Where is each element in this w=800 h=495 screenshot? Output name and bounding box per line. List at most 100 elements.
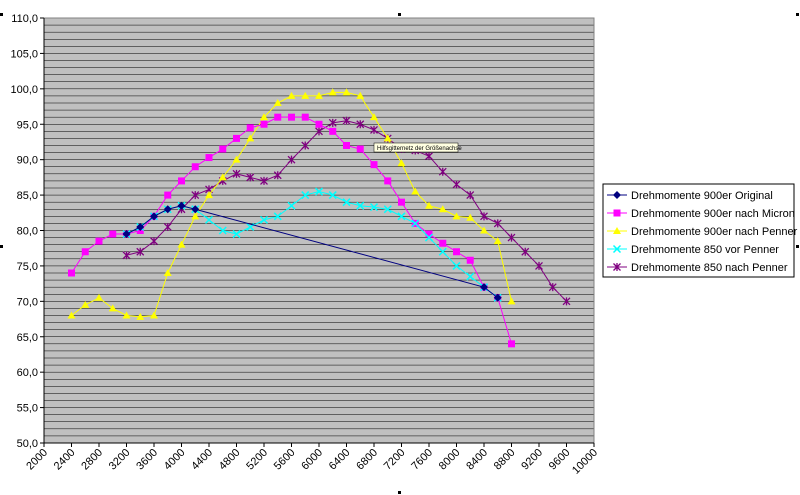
x-tick-labels: 2000 2400 2800 3200 3600 4000 4400 4800 5200 5600…	[24, 443, 600, 477]
data-point	[136, 247, 145, 256]
y-tick-label: 100,0	[10, 84, 38, 96]
data-point	[150, 237, 158, 246]
x-tick-label: 6800	[354, 447, 380, 473]
data-point	[397, 159, 406, 167]
handle-mid-left	[0, 245, 3, 248]
x-tick-label: 7200	[382, 447, 408, 473]
data-point	[493, 219, 502, 228]
data-point	[466, 213, 475, 221]
series-1	[122, 201, 502, 302]
data-point	[177, 201, 186, 210]
y-tick-label: 60,0	[17, 367, 38, 379]
x-tick-label: 8000	[437, 447, 463, 473]
data-point	[205, 154, 213, 162]
data-point	[301, 191, 310, 200]
y-tick-label: 85,0	[17, 190, 38, 202]
data-point	[163, 205, 172, 214]
data-point	[95, 237, 103, 245]
legend-marker	[612, 244, 622, 254]
handle-top-right	[796, 13, 799, 16]
data-point	[480, 212, 488, 221]
data-point	[356, 120, 365, 129]
data-point	[438, 205, 447, 213]
data-point	[218, 226, 227, 235]
x-tick-label: 4000	[162, 447, 188, 473]
data-point	[81, 248, 89, 256]
data-point	[424, 233, 434, 242]
data-point	[191, 191, 200, 200]
y-tick-label: 70,0	[17, 296, 38, 308]
data-point	[150, 311, 158, 319]
data-point	[164, 191, 172, 199]
data-point	[136, 222, 145, 231]
x-tick-label: 4400	[189, 447, 215, 473]
data-point	[122, 251, 131, 260]
handle-top-mid	[398, 13, 401, 16]
data-point	[343, 142, 350, 149]
data-point	[273, 171, 282, 180]
data-point	[521, 247, 530, 256]
x-tick-label: 5200	[244, 447, 270, 473]
data-point	[480, 226, 488, 234]
data-point	[356, 91, 365, 99]
data-point	[493, 293, 502, 302]
data-point	[122, 230, 131, 239]
data-point	[356, 145, 364, 153]
data-point	[287, 155, 296, 164]
x-tick-label: 2800	[79, 447, 105, 473]
data-point	[315, 120, 323, 128]
data-point	[342, 88, 351, 96]
data-point	[438, 167, 447, 176]
x-tick-label: 8400	[464, 447, 490, 473]
data-point	[260, 120, 268, 128]
data-point	[328, 118, 337, 127]
data-point	[314, 187, 324, 196]
y-tick-label: 80,0	[17, 226, 38, 238]
data-point	[81, 300, 90, 308]
legend-marker	[613, 191, 621, 199]
data-point	[274, 113, 282, 121]
legend-entry: Drehmomente 900er nach Penner	[631, 226, 798, 238]
data-point	[411, 187, 420, 195]
data-point	[109, 230, 117, 238]
gridline-tooltip: Hilfsgitternetz der Größenachse	[373, 142, 462, 153]
legend-entry: Drehmomente 850 vor Penner	[631, 244, 779, 256]
data-point	[507, 233, 516, 242]
data-point	[342, 198, 351, 207]
data-point	[383, 134, 392, 142]
tooltip-label: Hilfsgitternetz der Größenachse	[377, 146, 462, 152]
data-point	[466, 191, 475, 200]
data-point	[508, 340, 515, 348]
y-tick-label: 90,0	[17, 155, 38, 167]
data-point	[218, 173, 227, 181]
x-tick-label: 3600	[134, 447, 160, 473]
data-point	[191, 212, 200, 220]
y-tick-label: 65,0	[17, 332, 38, 344]
data-point	[68, 269, 75, 277]
data-point	[328, 191, 337, 200]
x-tick-label: 4800	[217, 447, 243, 473]
data-point	[67, 311, 76, 319]
x-tick-label: 5600	[272, 447, 298, 473]
data-point	[219, 145, 227, 153]
data-point	[370, 113, 378, 121]
data-point	[356, 201, 365, 210]
data-point	[122, 311, 131, 319]
data-point	[232, 155, 241, 163]
data-point	[246, 173, 255, 182]
legend-entry: Drehmomente 850 nach Penner	[631, 262, 788, 274]
data-point	[232, 169, 241, 178]
data-point	[370, 161, 378, 169]
data-point	[205, 191, 213, 199]
data-point	[452, 212, 461, 220]
x-tick-label: 7600	[409, 447, 435, 473]
data-point	[383, 205, 392, 214]
x-tick-label: 6400	[327, 447, 353, 473]
data-point	[411, 219, 420, 228]
series-line	[126, 205, 499, 299]
data-point	[369, 203, 379, 212]
data-point	[438, 247, 447, 256]
data-point	[439, 239, 447, 247]
y-tick-label: 55,0	[17, 403, 38, 415]
legend-marker	[613, 227, 621, 234]
